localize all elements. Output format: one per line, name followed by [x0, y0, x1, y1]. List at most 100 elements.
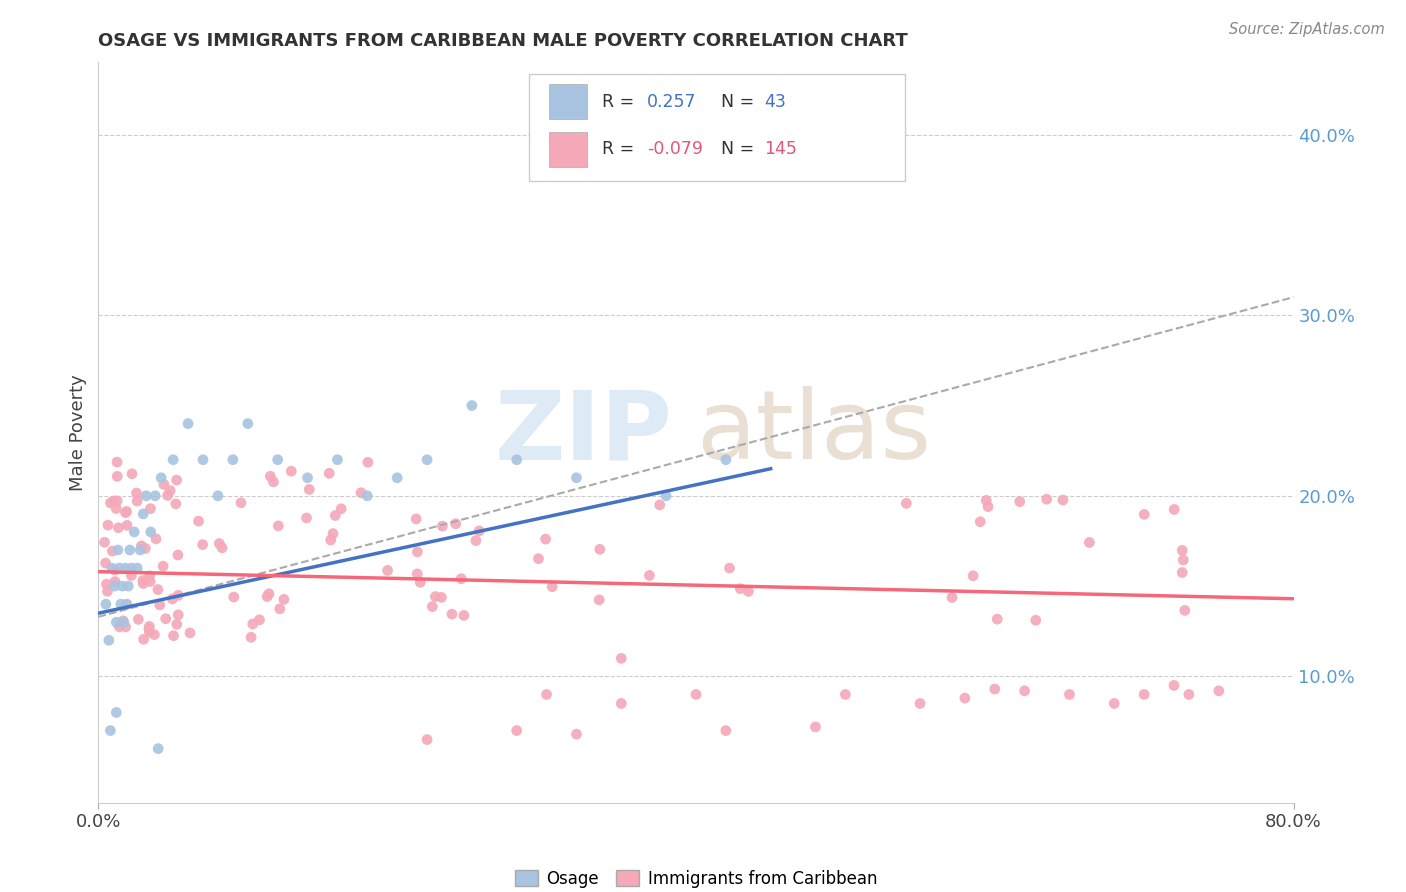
Point: [273, 592, 295, 607]
Legend: Osage, Immigrants from Caribbean: Osage, Immigrants from Caribbean: [508, 863, 884, 892]
Point: [534, 532, 557, 546]
Point: [96, 577, 118, 591]
Point: [124, 524, 146, 539]
Point: [1052, 493, 1074, 508]
Point: [1163, 678, 1185, 692]
Point: [115, 518, 138, 533]
Point: [962, 568, 984, 582]
Point: [322, 526, 344, 541]
Point: [105, 469, 128, 483]
Point: [969, 515, 991, 529]
Point: [280, 464, 302, 478]
Point: [138, 619, 160, 633]
Point: [319, 533, 342, 547]
Point: [134, 541, 156, 556]
Point: [222, 590, 245, 604]
Text: OSAGE VS IMMIGRANTS FROM CARIBBEAN MALE POVERTY CORRELATION CHART: OSAGE VS IMMIGRANTS FROM CARIBBEAN MALE …: [98, 32, 908, 50]
Point: [114, 620, 136, 634]
Point: [506, 452, 529, 467]
Point: [120, 561, 142, 575]
Point: [297, 471, 319, 485]
Point: [166, 617, 188, 632]
Point: [127, 561, 149, 575]
Point: [139, 501, 162, 516]
Point: [105, 493, 128, 508]
Point: [127, 494, 149, 508]
Point: [536, 688, 558, 702]
Point: [737, 584, 759, 599]
Point: [267, 452, 290, 467]
Point: [638, 568, 661, 582]
Point: [1014, 683, 1036, 698]
Point: [177, 417, 200, 431]
Point: [107, 521, 129, 535]
Point: [132, 574, 155, 588]
Text: N =: N =: [721, 140, 759, 158]
Point: [94, 556, 117, 570]
Point: [430, 591, 453, 605]
Point: [714, 452, 737, 467]
Point: [129, 543, 152, 558]
Text: 0.257: 0.257: [647, 94, 696, 112]
Point: [1173, 553, 1195, 567]
Point: [138, 622, 160, 636]
Point: [110, 597, 132, 611]
Point: [101, 544, 124, 558]
Point: [97, 518, 120, 533]
Point: [1025, 613, 1047, 627]
Point: [834, 688, 856, 702]
Point: [138, 625, 160, 640]
Point: [159, 483, 181, 498]
Point: [104, 574, 127, 589]
Bar: [548, 132, 588, 167]
Point: [405, 512, 427, 526]
Point: [1208, 683, 1230, 698]
Point: [385, 471, 409, 485]
Text: N =: N =: [721, 94, 759, 112]
Point: [718, 561, 741, 575]
Point: [506, 723, 529, 738]
Point: [127, 612, 149, 626]
Point: [167, 607, 190, 622]
Point: [565, 471, 588, 485]
Point: [211, 541, 233, 555]
Point: [461, 399, 484, 413]
Point: [377, 564, 399, 578]
Point: [105, 501, 128, 516]
Point: [135, 489, 157, 503]
Point: [453, 608, 475, 623]
Point: [1133, 688, 1156, 702]
Point: [207, 489, 229, 503]
Point: [984, 681, 1007, 696]
Point: [179, 626, 201, 640]
Point: [685, 688, 707, 702]
Point: [96, 584, 118, 599]
Point: [416, 452, 439, 467]
Point: [259, 469, 281, 483]
Point: [101, 561, 124, 575]
Point: [139, 574, 162, 589]
Point: [406, 545, 429, 559]
Point: [1078, 535, 1101, 549]
Point: [409, 575, 432, 590]
Point: [165, 497, 187, 511]
Point: [166, 473, 188, 487]
Point: [115, 597, 138, 611]
Point: [222, 452, 245, 467]
Point: [267, 519, 290, 533]
Point: [610, 697, 633, 711]
Point: [425, 590, 447, 604]
Point: [589, 542, 612, 557]
Point: [974, 493, 997, 508]
Point: [112, 615, 135, 630]
Point: [132, 507, 155, 521]
Text: atlas: atlas: [696, 386, 931, 479]
Point: [714, 723, 737, 738]
Point: [941, 591, 963, 605]
Point: [326, 452, 349, 467]
Point: [105, 455, 128, 469]
Point: [105, 615, 128, 630]
Bar: [548, 84, 588, 120]
Point: [167, 588, 190, 602]
Point: [440, 607, 463, 621]
